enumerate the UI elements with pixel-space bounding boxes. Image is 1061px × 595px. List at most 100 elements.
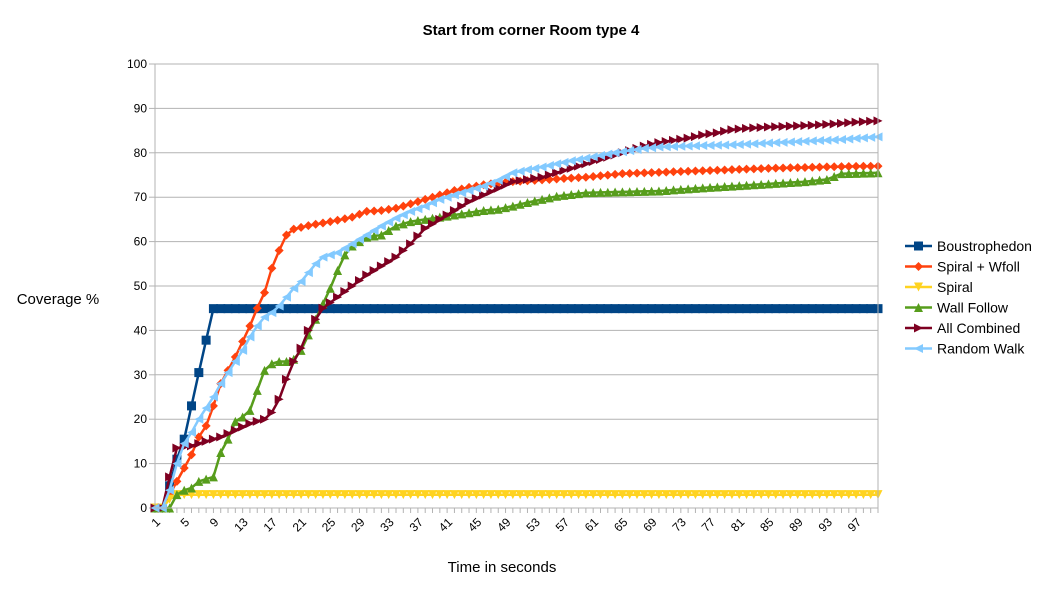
data-point bbox=[632, 490, 642, 500]
data-point bbox=[391, 221, 401, 231]
data-point bbox=[727, 165, 737, 175]
data-point bbox=[617, 187, 627, 197]
data-point bbox=[566, 173, 576, 183]
data-point bbox=[836, 118, 846, 128]
data-point bbox=[544, 193, 554, 203]
data-point bbox=[815, 162, 825, 172]
data-point bbox=[398, 245, 408, 255]
data-point bbox=[245, 490, 255, 500]
data-point bbox=[187, 441, 197, 451]
data-point bbox=[318, 252, 328, 262]
data-point bbox=[457, 201, 467, 211]
data-point bbox=[179, 463, 189, 473]
data-point bbox=[588, 172, 598, 182]
data-point bbox=[712, 128, 722, 138]
data-point bbox=[581, 188, 591, 198]
data-point bbox=[581, 159, 591, 169]
series-spiral bbox=[150, 490, 883, 513]
data-point bbox=[763, 179, 773, 189]
data-point bbox=[413, 216, 423, 226]
data-point bbox=[749, 180, 759, 190]
data-point bbox=[793, 163, 803, 173]
data-point bbox=[362, 304, 372, 314]
data-point bbox=[376, 490, 386, 500]
data-point bbox=[354, 209, 364, 219]
data-point bbox=[566, 156, 576, 166]
data-point bbox=[574, 490, 584, 500]
legend-label: Random Walk bbox=[937, 341, 1025, 357]
data-point bbox=[303, 490, 313, 500]
data-point bbox=[449, 304, 459, 314]
data-point bbox=[303, 304, 313, 314]
legend-marker bbox=[914, 282, 923, 292]
data-point bbox=[793, 121, 803, 131]
data-point bbox=[267, 263, 277, 273]
data-point bbox=[391, 252, 401, 262]
data-point bbox=[522, 165, 532, 175]
data-point bbox=[720, 140, 730, 150]
data-point bbox=[720, 490, 730, 500]
data-point bbox=[501, 180, 511, 190]
data-point bbox=[866, 116, 876, 126]
data-point bbox=[267, 304, 277, 314]
data-point bbox=[449, 490, 459, 500]
data-point bbox=[187, 450, 197, 460]
x-tick-label: 25 bbox=[319, 515, 339, 535]
data-point bbox=[479, 190, 489, 200]
data-point bbox=[325, 490, 335, 500]
legend-item-boustrophedon: Boustrophedon bbox=[905, 238, 1032, 254]
y-tick-label: 90 bbox=[134, 101, 148, 115]
data-point bbox=[420, 194, 430, 204]
data-point bbox=[449, 190, 459, 200]
data-point bbox=[530, 196, 540, 206]
data-point bbox=[384, 226, 394, 235]
data-point bbox=[705, 165, 715, 175]
data-point bbox=[362, 206, 372, 216]
data-point bbox=[508, 168, 518, 178]
data-point bbox=[566, 304, 576, 314]
data-point bbox=[851, 490, 861, 500]
data-point bbox=[785, 163, 795, 173]
data-point bbox=[676, 184, 686, 194]
data-point bbox=[595, 171, 605, 181]
data-point bbox=[559, 490, 569, 500]
data-point bbox=[676, 167, 686, 177]
data-point bbox=[829, 304, 839, 314]
data-point bbox=[844, 168, 854, 178]
data-point bbox=[187, 428, 197, 438]
x-tick-label: 73 bbox=[670, 515, 690, 535]
data-point bbox=[172, 443, 182, 453]
data-point bbox=[391, 213, 401, 223]
data-point bbox=[230, 356, 240, 366]
data-point bbox=[252, 303, 262, 313]
data-point bbox=[413, 490, 423, 500]
data-point bbox=[836, 169, 846, 179]
data-point bbox=[442, 490, 452, 500]
data-point bbox=[464, 490, 474, 500]
data-point bbox=[836, 490, 846, 500]
data-point bbox=[208, 401, 218, 411]
series-line-random-walk bbox=[155, 135, 879, 510]
data-point bbox=[815, 490, 825, 500]
x-tick-label: 17 bbox=[261, 515, 281, 535]
data-point bbox=[756, 490, 766, 500]
data-point bbox=[303, 325, 313, 335]
data-point bbox=[420, 304, 430, 314]
x-tick-label: 97 bbox=[845, 515, 865, 535]
data-point bbox=[822, 174, 832, 184]
data-point bbox=[815, 175, 825, 185]
data-point bbox=[522, 304, 532, 314]
data-point bbox=[654, 138, 664, 148]
legend-label: All Combined bbox=[937, 320, 1020, 336]
data-point bbox=[610, 187, 620, 197]
data-point bbox=[260, 288, 270, 298]
series-line-spiral bbox=[155, 493, 878, 510]
data-point bbox=[362, 270, 372, 280]
data-point bbox=[807, 120, 817, 130]
data-point bbox=[457, 188, 467, 198]
data-point bbox=[223, 434, 233, 444]
data-point bbox=[683, 141, 693, 151]
data-point bbox=[493, 490, 503, 500]
data-point bbox=[384, 304, 394, 314]
data-point bbox=[771, 122, 781, 132]
